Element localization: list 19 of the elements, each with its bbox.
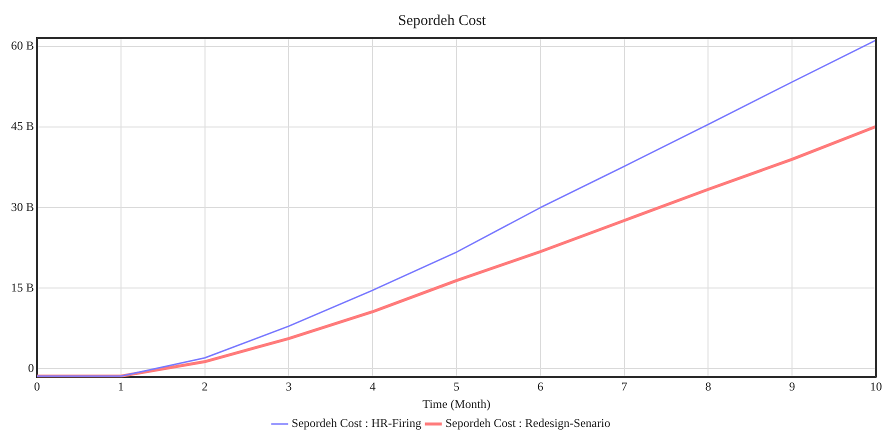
y-tick-label: 15 B — [10, 280, 34, 294]
y-tick-label: 45 B — [10, 119, 34, 134]
x-tick-label: 5 — [454, 380, 460, 394]
y-tick-label: 60 B — [10, 38, 34, 53]
y-tick-label: 0 — [28, 360, 34, 375]
chart-title: Sepordeh Cost — [398, 12, 487, 29]
x-tick-label: 10 — [870, 380, 882, 394]
x-tick-label: 3 — [286, 380, 292, 394]
x-tick-label: 6 — [537, 380, 544, 394]
x-axis-title: Time (Month) — [422, 396, 490, 411]
x-tick-label: 2 — [202, 380, 208, 394]
x-tick-label: 4 — [370, 380, 376, 394]
x-tick-label: 8 — [705, 380, 712, 394]
x-tick-label: 7 — [621, 380, 628, 394]
legend-label: Sepordeh Cost : HR-Firing — [292, 416, 422, 430]
x-tick-label: 1 — [118, 380, 124, 394]
x-tick-label: 9 — [789, 380, 796, 394]
legend-label: Sepordeh Cost : Redesign-Senario — [445, 416, 610, 430]
y-tick-label: 30 B — [10, 200, 34, 214]
